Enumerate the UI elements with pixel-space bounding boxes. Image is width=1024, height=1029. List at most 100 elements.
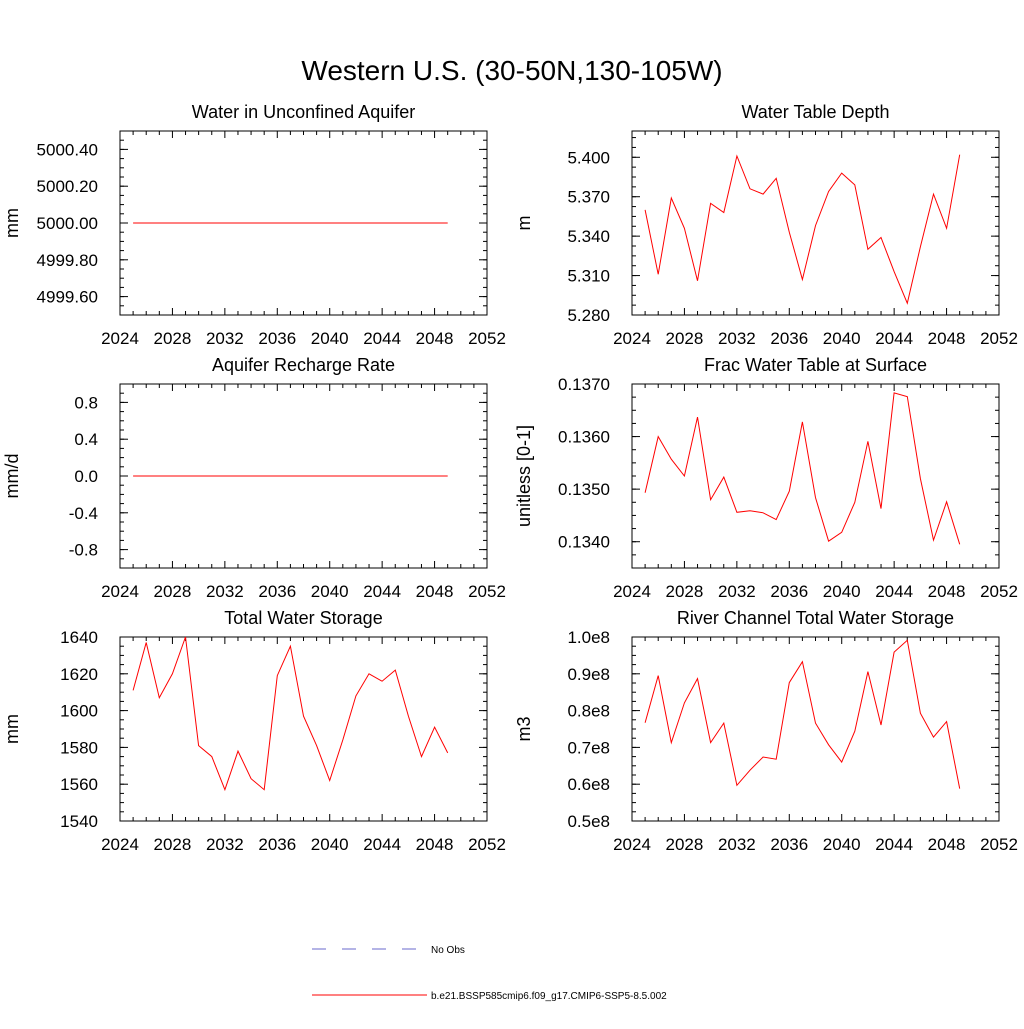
panel-title: Water Table Depth: [741, 102, 889, 122]
x-tick-label: 2052: [468, 329, 506, 348]
x-tick-label: 2024: [613, 835, 651, 854]
figure-title: Western U.S. (30-50N,130-105W): [301, 55, 723, 86]
x-tick-label: 2032: [206, 582, 244, 601]
plot-frame: [631, 636, 1000, 822]
y-tick-label: 4999.60: [37, 288, 98, 307]
y-axis-label: mm: [2, 714, 22, 744]
plot-frame: [631, 383, 1000, 569]
x-tick-label: 2040: [823, 835, 861, 854]
y-tick-label: 0.1370: [558, 375, 610, 394]
y-tick-label: 5000.00: [37, 214, 98, 233]
x-tick-label: 2036: [258, 582, 296, 601]
y-tick-label: 0.1360: [558, 428, 610, 447]
y-tick-label: 1580: [60, 738, 98, 757]
y-axis-label: m3: [514, 716, 534, 741]
x-tick-label: 2044: [363, 582, 401, 601]
x-tick-label: 2048: [928, 835, 966, 854]
y-tick-label: 5000.20: [37, 177, 98, 196]
x-tick-label: 2052: [980, 329, 1018, 348]
y-tick-label: 1640: [60, 628, 98, 647]
x-tick-label: 2028: [666, 582, 704, 601]
x-tick-label: 2032: [718, 582, 756, 601]
y-tick-label: 1.0e8: [567, 628, 610, 647]
x-tick-label: 2044: [363, 329, 401, 348]
x-tick-label: 2028: [154, 329, 192, 348]
y-tick-label: 0.9e8: [567, 665, 610, 684]
x-tick-label: 2052: [468, 582, 506, 601]
x-tick-label: 2048: [416, 329, 454, 348]
x-tick-label: 2024: [613, 582, 651, 601]
x-tick-label: 2048: [416, 835, 454, 854]
x-tick-label: 2040: [311, 835, 349, 854]
y-axis-label: mm/d: [2, 454, 22, 499]
panel-title: Aquifer Recharge Rate: [212, 355, 395, 375]
x-tick-label: 2044: [363, 835, 401, 854]
series-line: [644, 639, 961, 789]
series-line: [644, 392, 961, 545]
y-tick-label: 5.340: [567, 227, 610, 246]
x-tick-label: 2024: [101, 329, 139, 348]
panel-title: River Channel Total Water Storage: [677, 608, 954, 628]
x-tick-label: 2052: [468, 835, 506, 854]
panel-group: Water in Unconfined Aquifer mm 2024 2028 203…: [2, 102, 1018, 854]
plot-frame: [631, 130, 1000, 316]
y-tick-label: 0.4: [74, 430, 98, 449]
y-tick-label: 0.1350: [558, 480, 610, 499]
panel-3: Aquifer Recharge Rate mm/d 2024 2028 2032 203…: [2, 355, 506, 601]
y-tick-label: 1560: [60, 775, 98, 794]
y-axis-label: m: [514, 216, 534, 231]
x-tick-label: 2028: [666, 329, 704, 348]
y-tick-label: 1540: [60, 812, 98, 831]
x-tick-label: 2036: [770, 582, 808, 601]
x-tick-label: 2036: [258, 329, 296, 348]
series-line: [644, 154, 961, 305]
y-tick-label: -0.8: [69, 541, 98, 560]
x-tick-label: 2036: [258, 835, 296, 854]
x-tick-label: 2032: [718, 835, 756, 854]
y-tick-label: 0.8e8: [567, 702, 610, 721]
x-tick-label: 2036: [770, 835, 808, 854]
y-tick-label: 5.280: [567, 306, 610, 325]
x-tick-label: 2032: [206, 835, 244, 854]
panel-6: River Channel Total Water Storage m3 2024 2…: [514, 608, 1018, 854]
x-tick-label: 2028: [154, 582, 192, 601]
y-axis-label: unitless [0-1]: [514, 425, 534, 527]
y-tick-label: 0.7e8: [567, 738, 610, 757]
panel-1: Water in Unconfined Aquifer mm 2024 2028 203…: [2, 102, 506, 348]
x-tick-label: 2024: [101, 582, 139, 601]
x-tick-label: 2028: [154, 835, 192, 854]
x-tick-label: 2052: [980, 582, 1018, 601]
y-tick-label: 4999.80: [37, 251, 98, 270]
x-tick-label: 2040: [823, 329, 861, 348]
y-tick-label: 0.5e8: [567, 812, 610, 831]
x-tick-label: 2032: [718, 329, 756, 348]
x-tick-label: 2052: [980, 835, 1018, 854]
x-tick-label: 2036: [770, 329, 808, 348]
y-tick-label: 5.370: [567, 188, 610, 207]
y-tick-label: -0.4: [69, 504, 98, 523]
legend: No Obs b.e21.BSSP585cmip6.f09_g17.CMIP6-…: [312, 945, 667, 1002]
y-axis-label: mm: [2, 208, 22, 238]
x-tick-label: 2044: [875, 835, 913, 854]
panel-title: Water in Unconfined Aquifer: [192, 102, 415, 122]
legend-model-label: b.e21.BSSP585cmip6.f09_g17.CMIP6-SSP5-8.…: [431, 991, 667, 1002]
panel-title: Frac Water Table at Surface: [704, 355, 927, 375]
panel-5: Total Water Storage mm 2024 2028 2032 2036 204…: [2, 608, 506, 854]
x-tick-label: 2044: [875, 582, 913, 601]
x-tick-label: 2044: [875, 329, 913, 348]
y-tick-label: 0.6e8: [567, 775, 610, 794]
y-tick-label: 5000.40: [37, 140, 98, 159]
x-tick-label: 2032: [206, 329, 244, 348]
y-tick-label: 0.1340: [558, 533, 610, 552]
x-tick-label: 2028: [666, 835, 704, 854]
y-tick-label: 5.400: [567, 148, 610, 167]
x-tick-label: 2024: [101, 835, 139, 854]
x-tick-label: 2040: [311, 582, 349, 601]
y-tick-label: 5.310: [567, 267, 610, 286]
series-line: [132, 636, 449, 792]
y-tick-label: 0.0: [74, 467, 98, 486]
x-tick-label: 2048: [416, 582, 454, 601]
x-tick-label: 2040: [823, 582, 861, 601]
